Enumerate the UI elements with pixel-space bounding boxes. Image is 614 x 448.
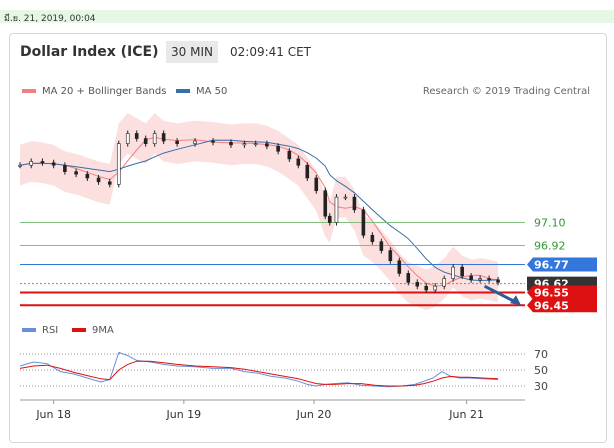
- level-tag-96-77: [527, 257, 597, 272]
- price-candle: [74, 171, 78, 175]
- price-candle: [352, 196, 357, 211]
- price-candle: [323, 190, 328, 217]
- price-candle: [242, 143, 247, 146]
- chart-card: [9, 33, 607, 443]
- price-candle: [314, 177, 319, 192]
- price-candle: [229, 142, 233, 146]
- level-label-96-92: 96.92: [534, 239, 566, 252]
- time-label: 02:09:41 CET: [230, 45, 311, 59]
- price-candle: [305, 164, 310, 179]
- rsi-level-label-50: 50: [534, 364, 548, 377]
- bollinger-band: [20, 113, 499, 311]
- price-candle: [211, 140, 215, 143]
- price-candle: [85, 173, 90, 179]
- legend-swatch-ma20: [22, 89, 36, 93]
- price-candle: [327, 215, 332, 223]
- price-candle: [175, 140, 179, 144]
- price-candle: [107, 181, 112, 185]
- price-candle: [370, 234, 375, 242]
- legend-swatch-9ma: [72, 328, 86, 332]
- price-candle: [478, 278, 482, 281]
- level-label-96-45: 96.45: [534, 299, 569, 312]
- price-candle: [397, 260, 402, 274]
- price-candle: [265, 143, 269, 147]
- legend-label-ma20: MA 20 + Bollinger Bands: [42, 86, 167, 97]
- price-candle: [433, 285, 438, 291]
- price-candle: [361, 209, 366, 236]
- chart-title: Dollar Index (ICE): [20, 44, 159, 60]
- price-candle: [125, 133, 130, 144]
- legend-swatch-ma50: [176, 89, 190, 93]
- rsi-ma9-line: [19, 360, 499, 387]
- level-label-96-55: 96.55: [534, 287, 569, 300]
- price-candle: [296, 158, 301, 166]
- credit-label: Research © 2019 Trading Central: [422, 86, 590, 97]
- level-tag-96-45: [527, 298, 597, 313]
- price-candle: [415, 282, 420, 287]
- price-candle: [116, 143, 121, 185]
- price-candle: [51, 162, 56, 166]
- price-candle: [388, 250, 393, 262]
- timeframe-button[interactable]: 30 MIN: [166, 41, 218, 63]
- price-candle: [424, 285, 429, 291]
- price-candle: [487, 278, 491, 281]
- price-candle: [287, 150, 292, 160]
- level-label-97-10: 97.10: [534, 217, 566, 230]
- price-candle: [40, 161, 45, 164]
- x-tick-label: Jun 20: [296, 408, 332, 421]
- datetime-label: มี.ย. 21, 2019, 00:04: [4, 14, 96, 24]
- x-tick-label: Jun 19: [166, 408, 202, 421]
- price-candle: [406, 273, 411, 283]
- price-candle: [193, 140, 197, 144]
- price-candle: [253, 143, 258, 145]
- price-candle: [343, 196, 348, 199]
- price-candle: [152, 133, 157, 144]
- price-candle: [96, 177, 101, 183]
- ma20-line: [19, 136, 499, 287]
- legend-label-rsi: RSI: [42, 325, 59, 336]
- legend-swatch-rsi: [22, 328, 36, 332]
- x-tick-label: Jun 18: [35, 408, 71, 421]
- legend-item-ma50: MA 50: [176, 86, 227, 97]
- price-candle: [18, 164, 22, 167]
- price-candle: [469, 275, 473, 281]
- legend-label-9ma: 9MA: [92, 325, 114, 336]
- price-candle: [161, 133, 166, 142]
- price-candle: [143, 138, 148, 144]
- price-candle: [29, 161, 34, 166]
- rsi-level-label-30: 30: [534, 380, 548, 393]
- date-bar: มี.ย. 21, 2019, 00:04: [0, 10, 614, 24]
- rsi-level-label-70: 70: [534, 348, 548, 361]
- legend-item-rsi: RSI: [22, 325, 58, 336]
- forecast-arrow-head: [510, 295, 521, 306]
- price-candle: [134, 133, 139, 139]
- legend-label-ma50: MA 50: [196, 86, 228, 97]
- price-candle: [496, 279, 500, 283]
- price-candle: [442, 278, 447, 287]
- price-candle: [276, 145, 280, 152]
- level-tag-96-55: [527, 285, 597, 300]
- price-candle: [63, 164, 67, 172]
- price-candle: [379, 241, 384, 251]
- legend-item-ma20: MA 20 + Bollinger Bands: [22, 86, 166, 97]
- rsi-line: [19, 351, 499, 388]
- level-label-96-77: 96.77: [534, 259, 569, 272]
- price-candle: [460, 266, 464, 277]
- price-candle: [334, 196, 339, 223]
- price-candle: [451, 266, 455, 279]
- ma50-line: [19, 139, 499, 282]
- legend-item-9ma: 9MA: [72, 325, 114, 336]
- x-tick-label: Jun 21: [448, 408, 484, 421]
